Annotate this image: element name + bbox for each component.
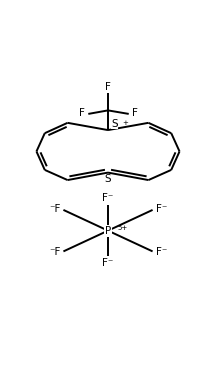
Text: P: P (105, 226, 111, 236)
Text: F⁻: F⁻ (102, 194, 114, 204)
Text: F⁻: F⁻ (156, 204, 167, 214)
Text: +: + (122, 120, 128, 126)
Text: 5+: 5+ (117, 225, 128, 231)
Text: F: F (105, 82, 111, 92)
Text: F: F (132, 108, 138, 118)
Text: S: S (105, 174, 111, 184)
Text: F⁻: F⁻ (156, 247, 167, 258)
Text: ⁻F: ⁻F (49, 247, 60, 258)
Text: S: S (111, 119, 118, 129)
Text: F: F (79, 108, 85, 118)
Text: ⁻F: ⁻F (49, 204, 60, 214)
Text: F⁻: F⁻ (102, 258, 114, 268)
